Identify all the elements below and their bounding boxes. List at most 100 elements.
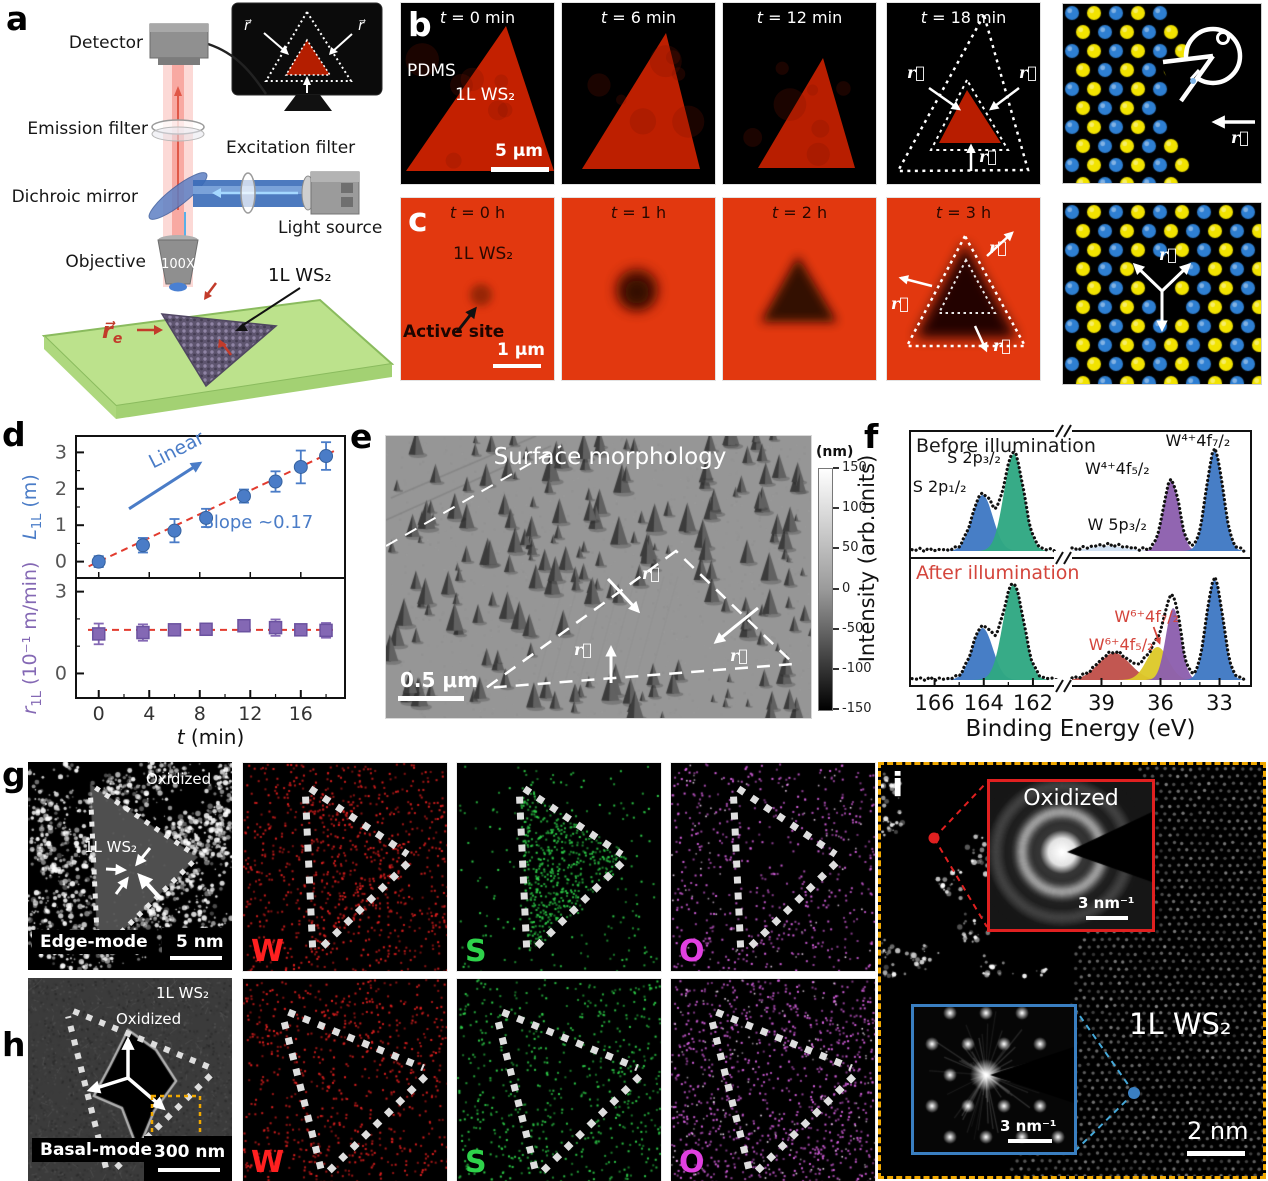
colorbar-unit: (nm) [816, 444, 854, 460]
inset-scalebar [1008, 1139, 1052, 1143]
panel-label-c: c [408, 200, 428, 239]
svg-text:0: 0 [55, 551, 67, 573]
frame-time-label: t = 6 min [600, 8, 677, 27]
panel-label-e: e [350, 417, 373, 456]
scalebar-label: 5 nm [176, 932, 224, 952]
svg-text:S 2p₃/₂: S 2p₃/₂ [947, 448, 1001, 467]
colorbar-gradient [818, 468, 833, 711]
element-label-w: W [251, 934, 285, 969]
panel-label-h: h [2, 1025, 26, 1064]
svg-text:2: 2 [55, 478, 67, 500]
r-vector-label: r⃗ [730, 646, 749, 665]
active-site-label: Active site [403, 322, 505, 342]
scalebar-label: 1 μm [497, 340, 545, 360]
svg-text:0: 0 [93, 703, 105, 725]
objective-body [157, 239, 199, 285]
eds-map-o-edge: O [670, 762, 876, 972]
r-vector-label: r⃗ [1231, 128, 1250, 147]
oxidized-label: Oxidized [116, 1010, 182, 1028]
sample-label: 1L WS₂ [84, 838, 138, 856]
eds-map-s-edge: S [456, 762, 662, 972]
eds-map-w-basal: W [242, 978, 448, 1181]
panel-label-g: g [2, 755, 26, 794]
frame-time-label: t = 18 min [920, 8, 1007, 27]
detector-label: Detector [69, 33, 143, 53]
hrtem-image: Oxidized 3 nm⁻¹ 3 nm⁻¹ 1L WS₂ 2 nm [878, 762, 1266, 1179]
colorbar-tick [833, 627, 839, 630]
svg-text:Intensity (arb.units): Intensity (arb.units) [856, 455, 879, 663]
svg-text:L1L (m): L1L (m) [19, 474, 45, 539]
svg-text:164: 164 [964, 691, 1004, 715]
frame-time-label: t = 2 h [771, 203, 828, 222]
r-vector-label: r⃗ [1019, 63, 1038, 82]
inset-scalebar [1086, 916, 1128, 920]
svg-text:8: 8 [194, 703, 206, 725]
r-vector-label: r⃗ [993, 336, 1012, 355]
pl-frame-6min: t = 6 min [561, 2, 716, 185]
sample-label: 1L WS₂ [453, 244, 514, 264]
element-label-s: S [465, 934, 487, 969]
scalebar [1187, 1151, 1245, 1156]
objective-magnification: 100X [161, 257, 195, 272]
monitor-r-left: r⃗ [244, 18, 252, 34]
element-label-o: O [679, 934, 705, 969]
svg-text:Slope ~0.17: Slope ~0.17 [202, 512, 313, 533]
colorbar-tick [833, 708, 839, 710]
svg-text:W⁴⁺4f₇/₂: W⁴⁺4f₇/₂ [1166, 431, 1231, 450]
sample-label: 1L WS₂ [1129, 1007, 1232, 1041]
scalebar [491, 167, 549, 172]
r-vector-label: r⃗ [574, 640, 593, 659]
frame-time-label: t = 1 h [610, 203, 667, 222]
r-vector-label: r⃗ [979, 147, 998, 166]
excitation-filter-label: Excitation filter [226, 138, 355, 158]
svg-text:4: 4 [143, 703, 155, 725]
pl-frame-0min: t = 0 min PDMS 1L WS₂ 5 μm [400, 2, 555, 185]
panel-label-d: d [2, 415, 26, 454]
svg-text:12: 12 [238, 703, 262, 725]
panel-label-f: f [864, 417, 879, 456]
oxidized-label: Oxidized [146, 770, 212, 788]
element-label-o: O [679, 1145, 705, 1180]
r-vector-label: r⃗ [989, 238, 1008, 257]
colorbar-tick-label: 100 [842, 500, 867, 516]
emission-filter-label: Emission filter [27, 119, 148, 139]
r-vector-label: r⃗ [891, 294, 910, 313]
xps-chart: 166 164 162 39 36 33 Binding Energy (eV) Intens… [856, 424, 1252, 742]
colorbar-tick [833, 507, 839, 510]
svg-text:36: 36 [1147, 691, 1174, 715]
eds-map-s-basal: S [456, 978, 662, 1181]
afm-colorbar: (nm) 150 100 50 0 -50 -100 -150 [816, 444, 872, 724]
sample-label: 1L WS₂ [268, 265, 332, 286]
mode-label: Basal-mode [32, 1138, 160, 1162]
inset-scale-label: 3 nm⁻¹ [1078, 894, 1135, 912]
r-vector-label: r⃗ [907, 63, 926, 82]
svg-text:S 2p₁/₂: S 2p₁/₂ [913, 477, 967, 496]
dichroic-mirror-label: Dichroic mirror [12, 187, 138, 207]
light-source-label: Light source [278, 218, 382, 238]
ws2-flake [160, 313, 278, 388]
colorbar-tick-label: -50 [842, 620, 864, 636]
svg-text:W⁴⁺4f₅/₂: W⁴⁺4f₅/₂ [1085, 459, 1150, 478]
colorbar-tick-label: -100 [842, 660, 872, 676]
scalebar-label: 2 nm [1187, 1117, 1249, 1145]
colorbar-tick [833, 547, 839, 550]
cable [207, 42, 268, 95]
diffraction-inset-crystal: 3 nm⁻¹ [911, 1004, 1077, 1155]
element-label-s: S [465, 1145, 487, 1180]
pl-frame-18min: t = 18 min r⃗ r⃗ r⃗ [886, 2, 1041, 185]
colorbar-tick-label: 150 [842, 460, 867, 475]
colorbar-tick [833, 467, 839, 469]
svg-text:33: 33 [1206, 691, 1233, 715]
afm-image: Surface morphology 0.5 μm r⃗ r⃗ r⃗ [385, 435, 812, 719]
svg-text:W⁶⁺4f₅/₂: W⁶⁺4f₅/₂ [1089, 635, 1154, 654]
mode-label: Edge-mode [32, 930, 156, 954]
scalebar [158, 1168, 220, 1172]
r-vector-label: r⃗ [1159, 245, 1178, 264]
colorbar-tick-label: -150 [842, 701, 872, 716]
etch-rate-vector-label: r⃗e [102, 319, 122, 347]
svg-text:162: 162 [1013, 691, 1053, 715]
scalebar-label: 300 nm [154, 1142, 226, 1162]
r-vector-label: r⃗ [642, 564, 661, 583]
